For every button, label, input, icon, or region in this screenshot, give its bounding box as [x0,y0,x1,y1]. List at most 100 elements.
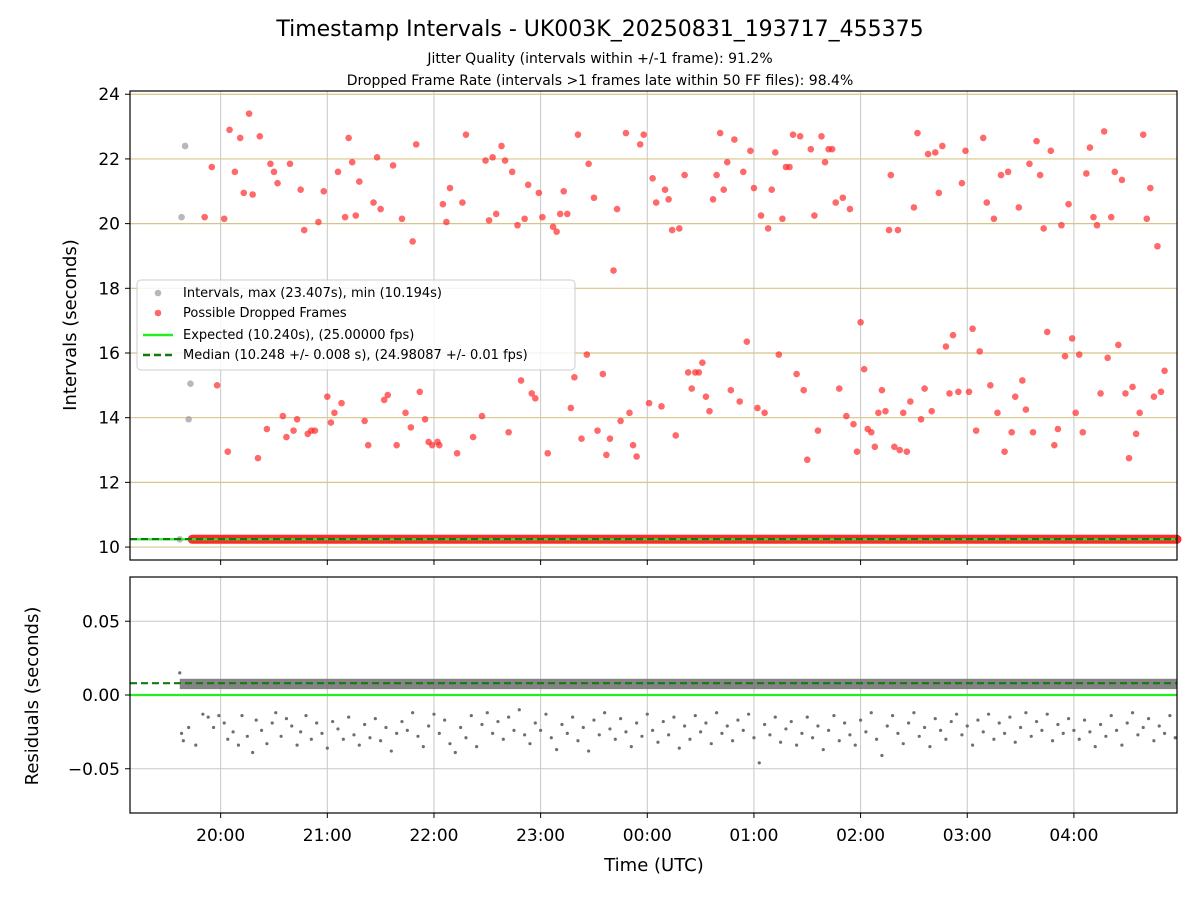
dropped-frame-point [925,151,932,158]
dropped-frame-point [983,199,990,206]
dropped-frame-point [688,385,695,392]
dropped-frame-point [720,186,727,193]
dropped-frame-point [1083,170,1090,177]
residual-point [880,754,883,757]
dropped-frame-point [832,199,839,206]
x-tick-label: 04:00 [1049,826,1098,846]
residual-point [374,717,377,720]
residual-point [255,718,258,721]
residual-point [560,723,563,726]
dropped-frame-point [335,169,342,176]
residual-point [1040,729,1043,732]
residual-point [342,738,345,741]
residual-point [491,732,494,735]
residual-point [891,714,894,717]
residual-point [790,720,793,723]
dropped-frame-point [301,227,308,234]
dropped-frame-point [1090,214,1097,221]
residual-point [982,730,985,733]
residual-point [212,726,215,729]
dropped-frame-point [226,127,233,134]
dropped-frame-point [447,185,454,192]
dropped-frame-point [349,159,356,166]
residual-point [640,735,643,738]
residual-point [232,730,235,733]
dropped-frame-point [868,429,875,436]
residual-point [635,721,638,724]
dropped-frame-point [1129,384,1136,391]
dropped-frame-point [557,211,564,218]
dropped-frame-point [696,369,703,376]
interval-point [182,143,189,150]
dropped-frame-point [776,351,783,358]
bottom-y-axis-label: Residuals (seconds) [22,607,43,786]
dropped-frame-point [532,395,539,402]
residual-point [464,736,467,739]
residual-point [811,736,814,739]
dropped-frame-point [377,206,384,213]
dropped-frame-point [804,456,811,463]
residual-point [518,708,521,711]
residual-point [667,733,670,736]
residual-point [304,714,307,717]
x-tick-label: 03:00 [943,826,992,846]
residual-point [934,717,937,720]
dropped-frame-point [294,416,301,423]
residual-point [347,716,350,719]
dropped-frame-point [1136,410,1143,417]
dropped-frame-point [361,418,368,425]
dropped-frame-point [459,199,466,206]
residual-point [870,711,873,714]
dropped-frame-point [653,199,660,206]
dropped-frame-point [672,432,679,439]
residual-point [411,711,414,714]
dropped-frame-point [312,427,319,434]
residual-point [998,721,1001,724]
top-y-tick-label: 20 [98,215,120,235]
residual-point [582,726,585,729]
residual-point [838,739,841,742]
dropped-frame-point [875,410,882,417]
dropped-frame-point [1058,222,1065,229]
residual-point [587,749,590,752]
residual-point [459,726,462,729]
dropped-frame-point [861,366,868,373]
residual-point [966,724,969,727]
dropped-frame-point [255,455,262,462]
residual-point [843,721,846,724]
dropped-frame-point [936,190,943,197]
dropped-frame-point [793,371,800,378]
residual-point [1099,723,1102,726]
residual-point [352,733,355,736]
dropped-frame-point [669,227,676,234]
dropped-frame-point [872,443,879,450]
residual-point [747,713,750,716]
residual-point [207,716,210,719]
dropped-frame-point [939,143,946,150]
dropped-frame-point [1051,442,1058,449]
dropped-frame-point [571,374,578,381]
bottom-y-tick-label: 0.00 [82,686,120,706]
residual-point [438,732,441,735]
dropped-frame-point [1019,377,1026,384]
dropped-frame-point [633,453,640,460]
dropped-frame-point [603,452,610,459]
dropped-frame-point [408,424,415,431]
dropped-frame-point [1044,329,1051,336]
residual-point [217,714,220,717]
dropped-frame-point [973,427,980,434]
residual-point [774,716,777,719]
residual-point [822,748,825,751]
dropped-frame-point [649,175,656,182]
residual-point [290,724,293,727]
dropped-frame-point [607,435,614,442]
residual-point [336,727,339,730]
residual-point [395,732,398,735]
dropped-frame-point [928,408,935,415]
dropped-frame-point [518,377,525,384]
residual-point [795,744,798,747]
dropped-frame-point [221,215,228,222]
dropped-frame-point [1158,389,1165,396]
dropped-frame-point [966,389,973,396]
